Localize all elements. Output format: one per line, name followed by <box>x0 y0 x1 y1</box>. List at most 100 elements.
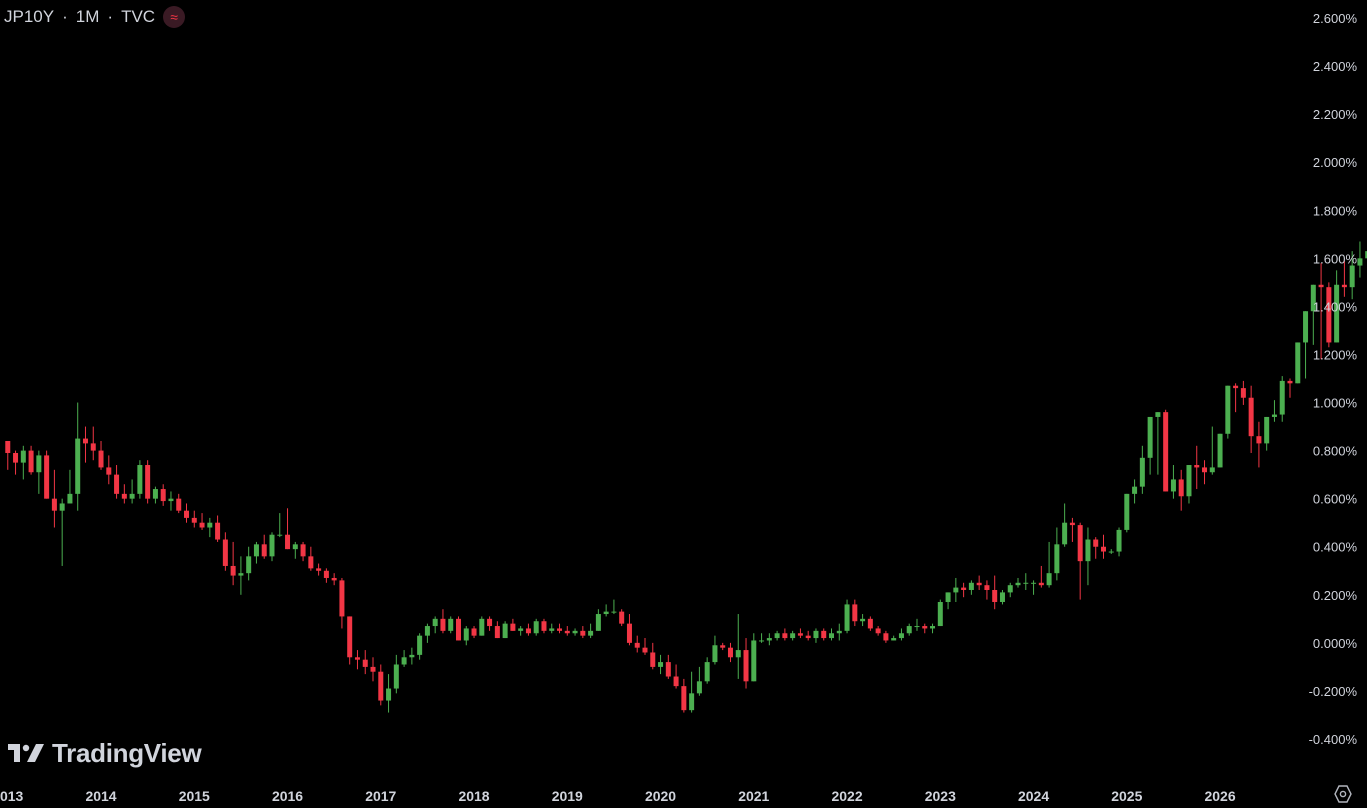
y-tick-label: -0.200% <box>1309 684 1358 699</box>
candle <box>401 650 407 667</box>
candle-body <box>673 676 679 687</box>
candle-body <box>751 640 757 682</box>
candle-body <box>805 635 811 639</box>
candle-body <box>619 611 625 624</box>
symbol-name[interactable]: JP10Y <box>4 7 55 26</box>
candle <box>1209 426 1215 475</box>
wave-icon[interactable]: ≈ <box>163 6 186 28</box>
candle <box>269 532 275 562</box>
candle-body <box>323 570 329 578</box>
candle <box>160 484 166 506</box>
candle <box>953 577 959 603</box>
candle <box>199 513 205 530</box>
time-axis[interactable]: 2013 2014 2015 2016 2017 2018 2019 2020 2021 2022… <box>0 788 1236 804</box>
candle <box>292 541 298 559</box>
candle <box>852 599 858 627</box>
candle <box>238 556 244 595</box>
candle-body <box>230 565 236 576</box>
y-tick-label: 0.600% <box>1313 492 1358 507</box>
candle-body <box>82 438 88 444</box>
candle-body <box>1287 380 1293 384</box>
candle <box>222 532 228 571</box>
candle-body <box>650 652 656 667</box>
candle-body <box>1248 397 1254 437</box>
candle <box>1147 416 1153 475</box>
candle <box>1295 342 1301 384</box>
y-tick-label: 2.400% <box>1313 59 1358 74</box>
candle-body <box>1054 544 1060 574</box>
settings-icon[interactable] <box>1333 784 1353 804</box>
candle-body <box>75 438 81 494</box>
candle <box>51 469 57 528</box>
candle <box>246 546 252 581</box>
candle-body <box>759 640 765 642</box>
candle-body <box>20 450 26 463</box>
x-tick-label: 2024 <box>1018 788 1049 804</box>
candle-body <box>914 626 920 628</box>
candle-body <box>1271 414 1277 417</box>
candle-body <box>184 510 190 518</box>
candle <box>253 541 259 564</box>
candle <box>1271 400 1277 422</box>
candle <box>1023 573 1029 590</box>
candle <box>891 635 897 641</box>
y-tick-label: 1.200% <box>1313 347 1358 362</box>
candle <box>1178 469 1184 511</box>
candle-body <box>5 440 11 454</box>
candle-body <box>106 467 112 475</box>
candle-body <box>860 618 866 622</box>
candle <box>121 484 127 504</box>
candle-body <box>937 602 943 627</box>
candle-body <box>401 657 407 665</box>
x-tick-label: 2017 <box>365 788 396 804</box>
candle <box>813 628 819 643</box>
x-tick-label: 2023 <box>925 788 956 804</box>
candle <box>533 618 539 636</box>
candle-body <box>774 633 780 639</box>
candle <box>1163 409 1169 492</box>
candle <box>207 517 213 538</box>
candle <box>914 618 920 631</box>
candle-body <box>549 628 555 631</box>
candle-body <box>572 630 578 634</box>
candle <box>572 628 578 636</box>
candle-body <box>1178 479 1184 497</box>
candle-body <box>1209 467 1215 473</box>
candle <box>145 460 151 504</box>
candle-body <box>1217 433 1223 468</box>
candle-body <box>90 443 96 451</box>
candle-body <box>727 647 733 658</box>
candle-body <box>1202 467 1208 473</box>
x-tick-label: 2018 <box>458 788 489 804</box>
candle <box>720 642 726 651</box>
interval-label[interactable]: 1M <box>75 7 100 26</box>
candle-body <box>1279 380 1285 415</box>
candle <box>1318 263 1324 360</box>
x-tick-label: 2022 <box>831 788 862 804</box>
candle-body <box>1295 342 1301 384</box>
candle <box>1357 241 1363 278</box>
tradingview-logo-icon <box>8 744 44 762</box>
candle <box>875 626 881 636</box>
candle <box>114 465 120 499</box>
candle <box>650 642 656 670</box>
candle <box>860 614 866 627</box>
candle-body <box>611 611 617 613</box>
candle-body <box>129 493 135 499</box>
candle <box>984 580 990 600</box>
price-axis[interactable]: 2.600% 2.400% 2.200% 2.000% 1.800% 1.600% 1.40… <box>1309 11 1358 747</box>
candle-body <box>487 618 493 627</box>
candle <box>797 628 803 639</box>
candle-body <box>98 450 104 468</box>
candle <box>1155 412 1161 475</box>
candle-body <box>28 450 34 473</box>
candle <box>432 616 438 634</box>
candle <box>347 616 353 665</box>
candle <box>393 654 399 694</box>
candle-body <box>67 493 73 504</box>
candle <box>1007 582 1013 598</box>
candle-body <box>766 638 772 641</box>
y-tick-label: 0.400% <box>1313 540 1358 555</box>
candle-body <box>44 455 50 499</box>
